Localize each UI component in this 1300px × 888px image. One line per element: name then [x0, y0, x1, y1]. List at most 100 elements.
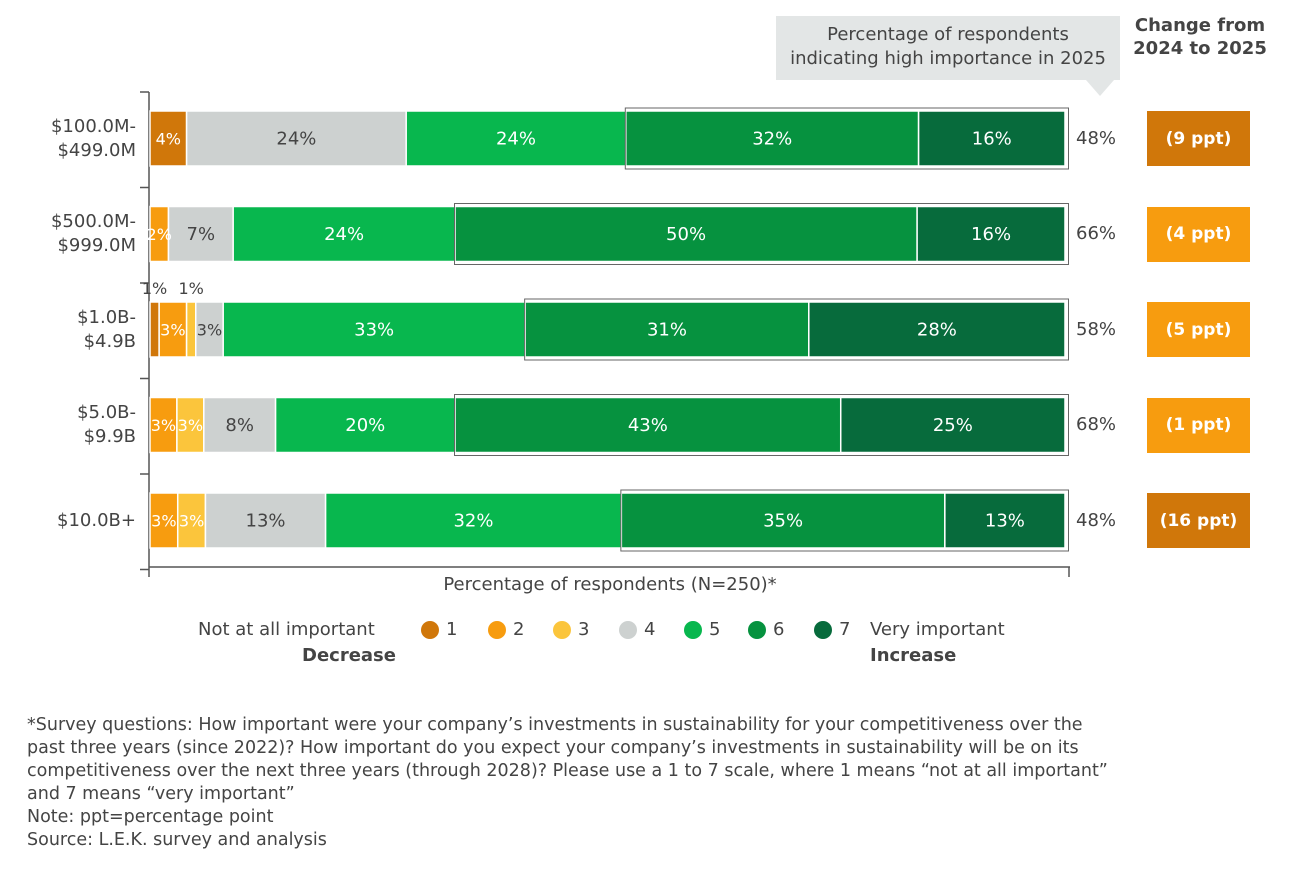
footnote-line-6: Source: L.E.K. survey and analysis [27, 830, 327, 850]
bar-segment-1 [149, 301, 160, 358]
footnote-line-3: competitiveness over the next three year… [27, 761, 1108, 781]
bar-segment-7 [916, 205, 1066, 263]
category-label: $500.0M- $999.0M [10, 210, 136, 258]
data-label: 3% [197, 321, 222, 340]
high-importance-box [624, 107, 1069, 170]
data-label: 16% [971, 224, 1011, 245]
data-label: 13% [246, 511, 286, 532]
high-importance-value: 58% [1076, 318, 1117, 340]
legend-swatch [619, 620, 637, 639]
footnote-line-4: and 7 means “very important” [27, 784, 295, 804]
bar-segment-6 [625, 110, 920, 167]
data-label: 50% [666, 224, 706, 245]
data-label: 3% [151, 512, 176, 531]
legend: Not at all important Decrease 1 2 3 4 5 6 7 Ve… [0, 617, 1300, 671]
callout-pointer [1086, 80, 1114, 96]
data-label: 20% [345, 415, 385, 436]
data-label: 16% [972, 129, 1012, 150]
bar-segment-6 [524, 301, 810, 358]
legend-item-label: 6 [773, 619, 785, 640]
high-importance-value: 48% [1076, 127, 1117, 149]
legend-item-label: 1 [446, 619, 458, 640]
high-importance-value: 68% [1076, 414, 1117, 435]
legend-swatch [814, 620, 832, 639]
bar-segment-7 [808, 301, 1066, 358]
data-label: 7% [187, 224, 216, 245]
legend-item-2: 2 [488, 619, 524, 640]
category-label-line: $499.0M [57, 139, 136, 161]
data-label: 3% [178, 416, 203, 435]
bar-segment-5 [274, 396, 456, 454]
footnote-line-2: past three years (since 2022)? How impor… [27, 738, 1079, 758]
data-label: 24% [276, 129, 316, 150]
bar-segment-7 [839, 396, 1066, 454]
high-importance-box [454, 203, 1069, 265]
change-badge: (4 ppt) [1147, 206, 1250, 262]
legend-left-label: Not at all important [198, 619, 375, 640]
data-label: 33% [354, 320, 394, 341]
legend-decrease-label: Decrease [302, 645, 396, 666]
bar-segment-5 [324, 492, 623, 549]
legend-item-1: 1 [421, 619, 457, 640]
data-label: 28% [917, 320, 957, 341]
data-label: 31% [647, 320, 687, 341]
high-importance-value: 48% [1076, 509, 1117, 531]
bar-segment-3 [176, 396, 205, 454]
legend-swatch [421, 620, 439, 639]
data-label: 3% [151, 416, 176, 435]
bar-segment-4 [185, 110, 407, 167]
category-label-line: $500.0M- [50, 211, 136, 232]
category-label-line: $9.9B [83, 426, 136, 447]
category-label-line: $5.0B- [77, 402, 136, 423]
category-label: $5.0B- $9.9B [10, 401, 136, 449]
category-label-line: $1.0B- [77, 306, 136, 328]
bar-segment-4 [195, 301, 224, 358]
data-label: 1% [178, 279, 203, 298]
bar-segment-4 [204, 492, 327, 549]
legend-swatch [748, 620, 766, 639]
legend-item-7: 7 [814, 619, 850, 640]
change-badge: (9 ppt) [1147, 111, 1250, 166]
data-label: 32% [752, 129, 792, 150]
legend-swatch [684, 620, 702, 639]
category-label-line: $10.0B+ [57, 509, 136, 531]
bar-segment-3 [176, 492, 207, 549]
legend-item-label: 3 [578, 619, 590, 640]
legend-item-4: 4 [619, 619, 655, 640]
bar-segment-6 [454, 205, 918, 263]
legend-swatch [488, 620, 506, 639]
data-label: 35% [763, 511, 803, 532]
legend-item-5: 5 [684, 619, 720, 640]
legend-item-label: 7 [839, 619, 851, 640]
legend-item-3: 3 [553, 619, 589, 640]
change-badge: (1 ppt) [1147, 397, 1250, 453]
category-label: $1.0B- $4.9B [10, 306, 136, 354]
bar-segment-5 [232, 205, 456, 263]
high-importance-box [620, 489, 1069, 552]
bar-segment-2 [158, 301, 188, 358]
data-label: 13% [985, 511, 1025, 532]
bar-segment-4 [203, 396, 277, 454]
change-badge: (5 ppt) [1147, 302, 1250, 357]
legend-increase-label: Increase [870, 645, 957, 666]
high-importance-value: 66% [1076, 223, 1117, 244]
callout-line-2: indicating high importance in 2025 [790, 48, 1106, 69]
category-label-line: $100.0M- [50, 115, 136, 137]
change-badge: (16 ppt) [1147, 493, 1250, 548]
bar-segment-2 [149, 492, 179, 549]
change-header-line-1: Change from [1134, 15, 1266, 36]
change-header-line-2: 2024 to 2025 [1133, 38, 1267, 59]
footnote-line-1: *Survey questions: How important were yo… [27, 715, 1083, 735]
footnote: *Survey questions: How important were yo… [27, 714, 1277, 852]
legend-item-label: 4 [644, 619, 656, 640]
data-label: 32% [453, 511, 493, 532]
data-label: 43% [628, 415, 668, 436]
bar-segment-7 [944, 492, 1066, 549]
legend-item-label: 5 [709, 619, 721, 640]
data-label: 25% [933, 415, 973, 436]
bar-segment-5 [222, 301, 526, 358]
bar-segment-3 [185, 301, 197, 358]
footnote-line-5: Note: ppt=percentage point [27, 807, 274, 827]
data-label: 4% [156, 130, 181, 149]
